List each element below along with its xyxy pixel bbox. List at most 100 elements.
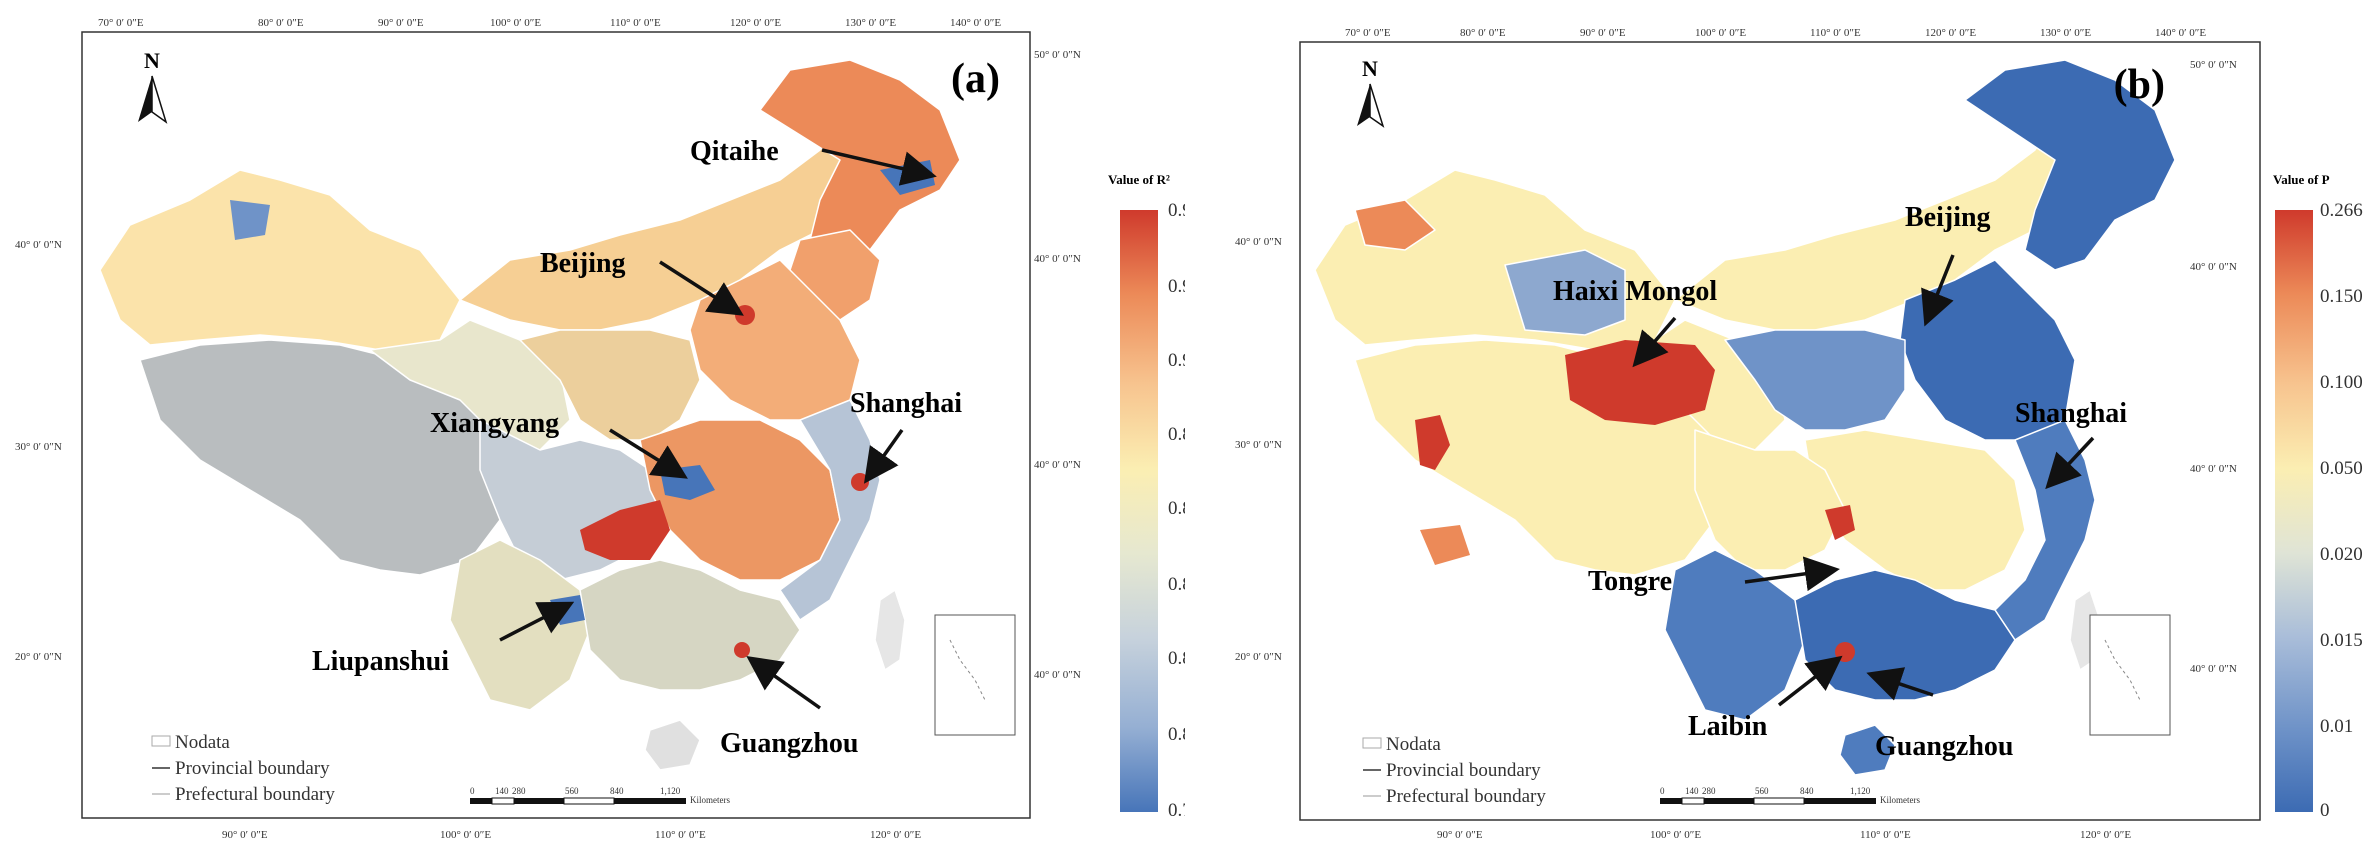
- tick-label: 100° 0′ 0″E: [490, 17, 541, 29]
- tick-label: 90° 0′ 0″E: [1437, 829, 1483, 841]
- tick-label: 100° 0′ 0″E: [1650, 829, 1701, 841]
- north-arrow-icon-half: [1369, 83, 1385, 128]
- legend-provincial: Provincial boundary: [1386, 760, 1541, 781]
- tick-label: 110° 0′ 0″E: [610, 17, 661, 29]
- legend-values: 0.99 0.94 0.91 0.89 0.87 0.85 0.83 0.80 …: [1168, 200, 1202, 821]
- south-china-sea-inset: [2089, 614, 2171, 736]
- scale-tick: 560: [565, 786, 579, 796]
- nodata-swatch: [151, 735, 171, 747]
- city-labels: Beijing Haixi Mongol Shanghai Tongre Lai…: [1553, 202, 2127, 762]
- color-legend: Value of P 0.266 0.150 0.100 0.050 0.020…: [2273, 172, 2363, 821]
- scale-tick: 140: [495, 786, 509, 796]
- legend-value: 0.94: [1168, 276, 1185, 297]
- legend-value: 0.99: [1168, 200, 1185, 221]
- legend-prefectural: Prefectural boundary: [175, 784, 335, 805]
- hotspot-tongre: [1825, 505, 1855, 540]
- region-hainan: [644, 719, 701, 771]
- legend-value: 0.80: [1168, 724, 1185, 745]
- city-labels: Qitaihe Beijing Xiangyang Shanghai Liupa…: [312, 136, 962, 759]
- annotation-arrows: [499, 148, 937, 710]
- legend-title: Value of R²: [1108, 172, 1170, 187]
- city-label-haixi-mongol: Haixi Mongol: [1553, 276, 1717, 307]
- city-label-beijing: Beijing: [540, 248, 626, 279]
- scale-tick: 1,120: [660, 786, 681, 796]
- city-label-guangzhou: Guangzhou: [1875, 731, 2014, 762]
- nodata-swatch: [1362, 737, 1382, 749]
- legend-nodata: Nodata: [1386, 734, 1441, 755]
- scale-unit: Kilometers: [690, 795, 730, 805]
- tick-label: 110° 0′ 0″E: [1860, 829, 1911, 841]
- region-north-xinjiang-blue: [1504, 249, 1626, 336]
- city-label-beijing: Beijing: [1905, 202, 1991, 233]
- tick-label: 40° 0′ 0″N: [1235, 236, 1282, 248]
- left-tick-labels: 40° 0′ 0″N 30° 0′ 0″N 20° 0′ 0″N: [15, 239, 62, 663]
- region-tibet: [139, 339, 521, 576]
- city-label-xiangyang: Xiangyang: [430, 408, 559, 439]
- city-label-tongre: Tongre: [1588, 566, 1672, 597]
- region-south: [579, 559, 801, 691]
- city-label-shanghai: Shanghai: [850, 388, 962, 419]
- region-sichuan: [1694, 429, 1846, 571]
- map-panel-a: 70° 0′ 0″E 80° 0′ 0″E 90° 0′ 0″E 100° 0′…: [0, 0, 1202, 855]
- scale-tick: 280: [512, 786, 526, 796]
- tick-label: 40° 0′ 0″N: [2190, 463, 2237, 475]
- arrow-beijing: [1921, 254, 1955, 327]
- hotspot-shanghai: [851, 473, 869, 491]
- north-label: N: [144, 48, 160, 73]
- scale-tick: 840: [1800, 786, 1814, 796]
- tick-label: 30° 0′ 0″N: [1235, 439, 1282, 451]
- tick-label: 40° 0′ 0″N: [2190, 663, 2237, 675]
- scale-tick: 560: [1755, 786, 1769, 796]
- tick-label: 120° 0′ 0″E: [1925, 27, 1976, 39]
- tick-label: 140° 0′ 0″E: [950, 17, 1001, 29]
- region-central: [1804, 429, 2026, 591]
- arrow-guangzhou: [1866, 667, 1934, 701]
- region-xinjiang-orange: [1354, 199, 1436, 251]
- tick-label: 70° 0′ 0″E: [1345, 27, 1391, 39]
- map-legend: Nodata Provincial boundary Prefectural b…: [1362, 734, 1546, 807]
- top-tick-labels: 70° 0′ 0″E 80° 0′ 0″E 90° 0′ 0″E 100° 0′…: [98, 17, 1001, 29]
- map-panel-b: 70° 0′ 0″E 80° 0′ 0″E 90° 0′ 0″E 100° 0′…: [1205, 0, 2370, 855]
- left-tick-labels: 40° 0′ 0″N 30° 0′ 0″N 20° 0′ 0″N: [1235, 236, 1282, 663]
- legend-provincial: Provincial boundary: [175, 758, 330, 779]
- right-tick-labels: 50° 0′ 0″N 40° 0′ 0″N 40° 0′ 0″N 40° 0′ …: [2190, 59, 2237, 675]
- arrow-qitaihe: [821, 148, 937, 186]
- scale-tick: 840: [610, 786, 624, 796]
- annotation-arrows: [1632, 254, 2095, 707]
- china-regions: [99, 59, 961, 771]
- region-gansu-shaanxi: [519, 329, 701, 441]
- legend-value: 0: [2320, 800, 2330, 821]
- tick-label: 40° 0′ 0″N: [1034, 253, 1081, 265]
- tick-label: 30° 0′ 0″N: [15, 441, 62, 453]
- city-label-qitaihe: Qitaihe: [690, 136, 779, 167]
- top-tick-labels: 70° 0′ 0″E 80° 0′ 0″E 90° 0′ 0″E 100° 0′…: [1345, 27, 2206, 39]
- tick-label: 90° 0′ 0″E: [378, 17, 424, 29]
- map-b-svg: 70° 0′ 0″E 80° 0′ 0″E 90° 0′ 0″E 100° 0′…: [1235, 27, 2363, 841]
- region-hainan: [1839, 724, 1896, 776]
- tick-label: 80° 0′ 0″E: [258, 17, 304, 29]
- tick-label: 50° 0′ 0″N: [2190, 59, 2237, 71]
- arrow-laibin: [1777, 655, 1843, 707]
- legend-value: 0.100: [2320, 372, 2363, 393]
- tick-label: 40° 0′ 0″N: [1034, 669, 1081, 681]
- arrow-liupanshui: [499, 601, 575, 642]
- legend-value: 0.91: [1168, 350, 1185, 371]
- arrow-haixi-mongol: [1632, 316, 1677, 368]
- legend-value: 0.020: [2320, 544, 2363, 565]
- legend-value: 0.85: [1168, 574, 1185, 595]
- tick-label: 20° 0′ 0″N: [1235, 651, 1282, 663]
- panel-label: (a): [951, 56, 1000, 102]
- arrow-tongre: [1744, 556, 1840, 592]
- south-china-sea-inset: [934, 614, 1016, 736]
- tick-label: 40° 0′ 0″N: [2190, 261, 2237, 273]
- scale-tick: 0: [1660, 786, 1665, 796]
- color-legend: Value of R² 0.99 0.94 0.91 0.89 0.87 0.8…: [1108, 172, 1202, 821]
- arrow-xiangyang: [609, 428, 688, 479]
- hotspot-beijing: [735, 305, 755, 325]
- legend-value: 0.01: [2320, 716, 2353, 737]
- scale-tick: 0: [470, 786, 475, 796]
- legend-colorbar: [2275, 210, 2313, 812]
- legend-value: 0.015: [2320, 630, 2363, 651]
- tick-label: 90° 0′ 0″E: [1580, 27, 1626, 39]
- scale-tick: 1,120: [1850, 786, 1871, 796]
